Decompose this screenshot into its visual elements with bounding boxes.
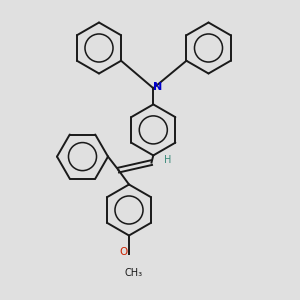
Text: CH₃: CH₃ <box>124 268 142 278</box>
Text: O: O <box>119 247 128 257</box>
Text: N: N <box>153 82 162 92</box>
Text: H: H <box>164 154 172 165</box>
